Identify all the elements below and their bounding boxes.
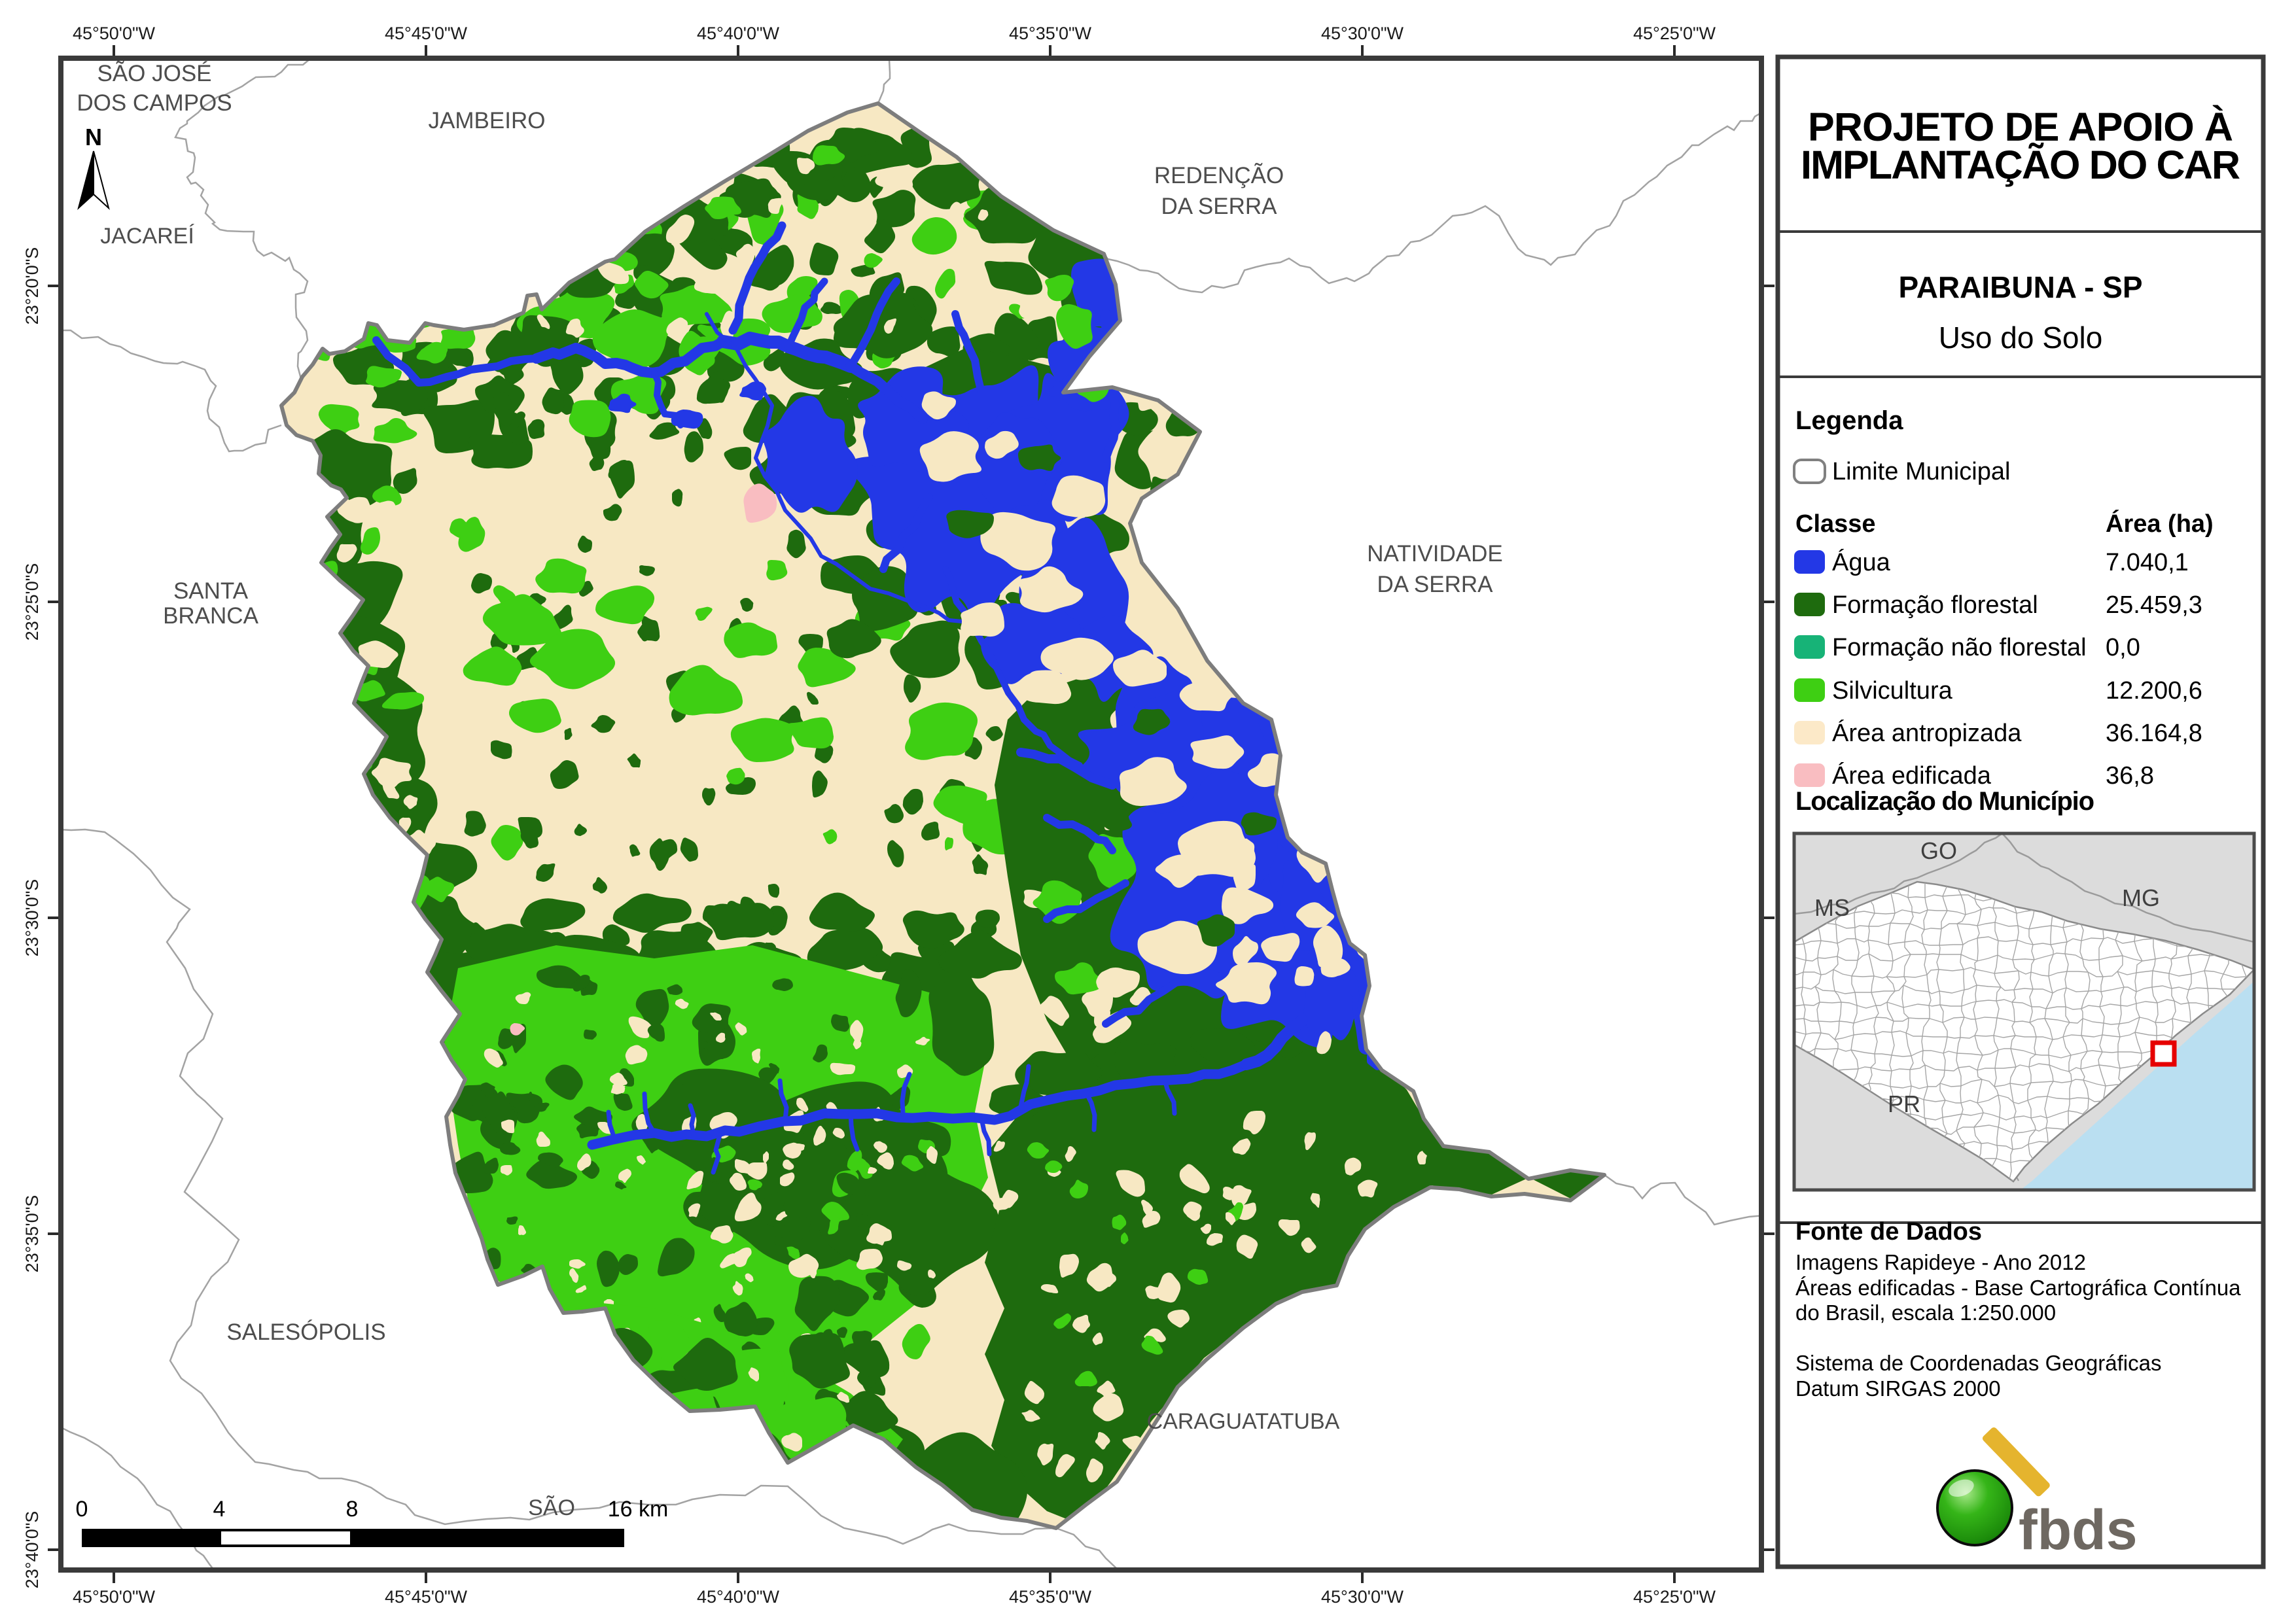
svg-text:45°25'0"W: 45°25'0"W xyxy=(1633,24,1716,43)
svg-text:36.164,8: 36.164,8 xyxy=(2106,720,2202,747)
svg-text:Silvicultura: Silvicultura xyxy=(1832,677,1953,705)
svg-text:Limite Municipal: Limite Municipal xyxy=(1832,458,2010,485)
svg-text:7.040,1: 7.040,1 xyxy=(2106,549,2189,576)
svg-text:Sistema de Coordenadas Geográf: Sistema de Coordenadas Geográficas xyxy=(1795,1351,2162,1375)
svg-text:SALESÓPOLIS: SALESÓPOLIS xyxy=(226,1319,385,1345)
svg-text:BRANCA: BRANCA xyxy=(163,603,259,629)
svg-text:45°40'0"W: 45°40'0"W xyxy=(697,1587,780,1607)
svg-text:Localização do Município: Localização do Município xyxy=(1795,787,2094,816)
svg-text:0: 0 xyxy=(76,1497,88,1522)
svg-text:CARAGUATATUBA: CARAGUATATUBA xyxy=(1147,1409,1340,1434)
svg-text:DA SERRA: DA SERRA xyxy=(1377,572,1494,597)
svg-text:JAMBEIRO: JAMBEIRO xyxy=(429,108,546,133)
svg-text:45°40'0"W: 45°40'0"W xyxy=(697,24,780,43)
svg-text:Área antropizada: Área antropizada xyxy=(1832,719,2022,747)
svg-text:NATIVIDADE: NATIVIDADE xyxy=(1367,541,1502,567)
svg-text:45°25'0"W: 45°25'0"W xyxy=(1633,1587,1716,1607)
svg-text:45°45'0"W: 45°45'0"W xyxy=(385,1587,468,1607)
svg-text:PARAIBUNA - SP: PARAIBUNA - SP xyxy=(1898,270,2142,304)
svg-text:8: 8 xyxy=(346,1497,359,1522)
svg-text:Fonte de Dados: Fonte de Dados xyxy=(1795,1218,1982,1246)
svg-text:Uso do Solo: Uso do Solo xyxy=(1939,321,2103,355)
svg-text:do Brasil, escala 1:250.000: do Brasil, escala 1:250.000 xyxy=(1795,1300,2056,1325)
svg-text:SÃO: SÃO xyxy=(528,1495,575,1520)
svg-text:23°20'0"S: 23°20'0"S xyxy=(22,247,42,325)
svg-text:Classe: Classe xyxy=(1795,510,1876,538)
svg-text:12.200,6: 12.200,6 xyxy=(2106,677,2202,705)
svg-text:Imagens Rapideye - Ano 2012: Imagens Rapideye - Ano 2012 xyxy=(1795,1250,2086,1274)
svg-text:IMPLANTAÇÃO DO CAR: IMPLANTAÇÃO DO CAR xyxy=(1801,143,2240,187)
svg-text:36,8: 36,8 xyxy=(2106,762,2154,790)
svg-text:23°40'0"S: 23°40'0"S xyxy=(22,1511,42,1589)
svg-text:Água: Água xyxy=(1832,548,1891,576)
svg-text:Áreas edificadas - Base Cartog: Áreas edificadas - Base Cartográfica Con… xyxy=(1795,1276,2241,1300)
svg-text:45°50'0"W: 45°50'0"W xyxy=(73,1587,156,1607)
svg-text:JACAREÍ: JACAREÍ xyxy=(100,224,194,249)
svg-text:45°35'0"W: 45°35'0"W xyxy=(1009,1587,1092,1607)
svg-text:23°35'0"S: 23°35'0"S xyxy=(22,1195,42,1273)
svg-text:N: N xyxy=(85,124,102,150)
svg-text:45°35'0"W: 45°35'0"W xyxy=(1009,24,1092,43)
svg-text:45°30'0"W: 45°30'0"W xyxy=(1321,24,1404,43)
svg-text:Formação não florestal: Formação não florestal xyxy=(1832,634,2087,661)
svg-text:25.459,3: 25.459,3 xyxy=(2106,591,2202,619)
svg-text:Legenda: Legenda xyxy=(1795,406,1903,435)
svg-text:SÃO JOSÉ: SÃO JOSÉ xyxy=(97,61,211,86)
svg-text:45°45'0"W: 45°45'0"W xyxy=(385,24,468,43)
svg-text:Área edificada: Área edificada xyxy=(1832,761,1992,790)
svg-text:4: 4 xyxy=(213,1497,226,1522)
svg-text:45°30'0"W: 45°30'0"W xyxy=(1321,1587,1404,1607)
svg-text:PR: PR xyxy=(1888,1091,1920,1117)
svg-text:MS: MS xyxy=(1814,894,1850,921)
svg-text:PROJETO DE APOIO À: PROJETO DE APOIO À xyxy=(1808,105,2233,149)
svg-text:REDENÇÃO: REDENÇÃO xyxy=(1154,163,1284,188)
svg-text:Formação florestal: Formação florestal xyxy=(1832,591,2038,619)
svg-text:GO: GO xyxy=(1920,837,1957,864)
svg-text:MG: MG xyxy=(2122,884,2160,911)
svg-text:45°50'0"W: 45°50'0"W xyxy=(73,24,156,43)
svg-text:DA SERRA: DA SERRA xyxy=(1161,194,1278,219)
svg-text:23°30'0"S: 23°30'0"S xyxy=(22,879,42,957)
svg-text:Área (ha): Área (ha) xyxy=(2106,509,2214,538)
svg-text:SANTA: SANTA xyxy=(173,578,249,604)
svg-text:0,0: 0,0 xyxy=(2106,634,2140,661)
svg-text:23°25'0"S: 23°25'0"S xyxy=(22,563,42,641)
svg-text:DOS CAMPOS: DOS CAMPOS xyxy=(77,90,232,116)
svg-text:fbds: fbds xyxy=(2019,1499,2138,1562)
svg-text:16 km: 16 km xyxy=(608,1497,669,1522)
svg-text:Datum SIRGAS 2000: Datum SIRGAS 2000 xyxy=(1795,1376,2001,1401)
